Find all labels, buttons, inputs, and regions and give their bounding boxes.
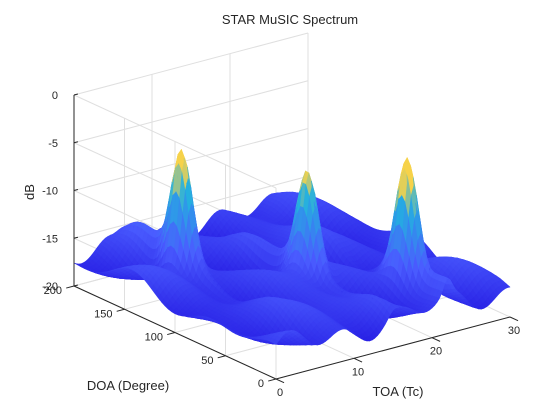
grid-line: [73, 128, 309, 191]
surface-mesh: [73, 149, 511, 346]
grid-line: [73, 80, 309, 144]
grid-line: [73, 32, 309, 96]
